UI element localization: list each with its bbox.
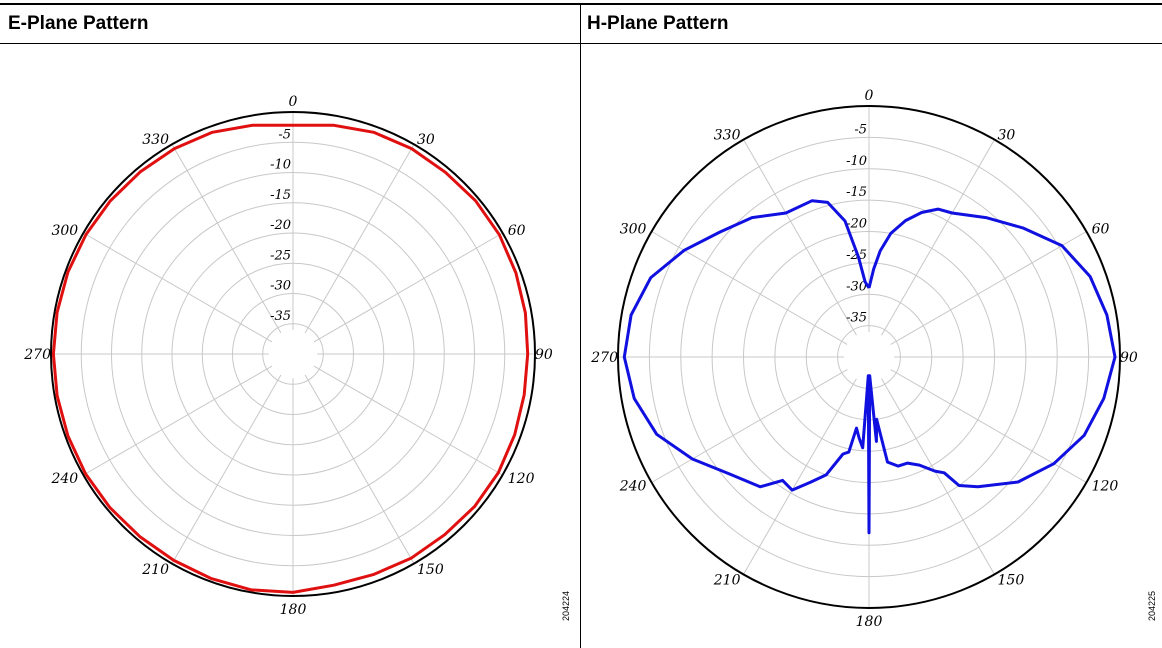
e-plane-grid-spoke <box>171 374 282 564</box>
h-plane-angle-label: 90 <box>1120 350 1138 366</box>
h-plane-angle-label: 60 <box>1092 222 1110 238</box>
e-plane-angle-label: 180 <box>280 602 307 618</box>
h-plane-pattern-trace <box>622 199 1117 535</box>
h-plane-angle-label: 210 <box>713 573 741 589</box>
h-plane-angle-label: 180 <box>856 614 883 630</box>
e-plane-polar-chart: -5 -10 -15 -20 -25 -30 -35 0 30 60 90 120 150 180 210 2… <box>23 94 553 618</box>
e-plane-radial-label: -15 <box>270 188 291 203</box>
e-plane-panel: -5 -10 -15 -20 -25 -30 -35 0 30 60 90 120 150 180 210 2… <box>0 44 580 648</box>
e-plane-radial-label: -35 <box>270 309 291 324</box>
e-plane-grid-spoke <box>83 365 273 476</box>
h-plane-grid-spoke <box>743 139 857 336</box>
e-plane-angle-label: 120 <box>508 471 535 487</box>
h-plane-angle-label: 30 <box>998 127 1016 143</box>
h-plane-angle-label: 330 <box>714 127 741 143</box>
h-plane-angle-label: 120 <box>1092 479 1119 495</box>
e-plane-grid-ring <box>262 323 324 385</box>
e-plane-pattern-trace <box>51 123 530 594</box>
e-plane-grid-spoke <box>313 232 503 343</box>
e-plane-angle-label: 270 <box>23 347 51 363</box>
h-plane-grid-spoke <box>651 231 848 345</box>
header-rule <box>0 43 1162 44</box>
e-plane-grid-spoke <box>304 374 415 564</box>
h-plane-grid-spoke <box>743 378 857 575</box>
top-rule <box>0 3 1162 5</box>
h-plane-grid-spoke <box>881 139 995 336</box>
e-plane-angle-label: 0 <box>289 94 298 110</box>
e-plane-angle-label: 90 <box>535 347 553 363</box>
e-plane-outer-ring <box>50 111 536 597</box>
e-plane-grid-spoke <box>171 144 282 334</box>
h-plane-radial-label: -15 <box>846 185 867 200</box>
e-plane-angle-label: 30 <box>417 132 435 148</box>
h-plane-grid-spoke <box>651 369 848 483</box>
e-plane-radial-label: -5 <box>278 127 291 142</box>
h-plane-angle-label: 0 <box>865 88 874 104</box>
e-plane-grid-spoke <box>83 232 273 343</box>
h-plane-angle-label: 150 <box>998 573 1025 589</box>
h-plane-angle-label: 300 <box>620 222 647 238</box>
h-plane-title: H-Plane Pattern <box>587 13 729 34</box>
e-plane-angle-label: 150 <box>417 562 444 578</box>
h-plane-grid-spoke <box>890 231 1087 345</box>
h-plane-outer-ring <box>617 105 1121 609</box>
e-plane-angle-label: 210 <box>141 562 169 578</box>
e-plane-radial-label: -30 <box>270 279 291 294</box>
e-plane-grid-spoke <box>313 365 503 476</box>
e-plane-angle-label: 240 <box>50 471 78 487</box>
e-plane-angle-label: 60 <box>508 223 526 239</box>
e-plane-radial-label: -25 <box>270 248 291 263</box>
e-plane-radial-label: -10 <box>270 158 291 173</box>
e-plane-angle-label: 330 <box>142 132 169 148</box>
e-plane-grid-spoke <box>304 144 415 334</box>
h-plane-radial-label: -20 <box>846 217 867 232</box>
h-plane-radial-label: -30 <box>846 279 867 294</box>
h-plane-panel: -5 -10 -15 -20 -25 -30 -35 0 30 60 90 120 150 180 210 2… <box>581 44 1162 648</box>
h-plane-radial-label: -10 <box>846 154 867 169</box>
e-plane-angle-label: 300 <box>51 223 78 239</box>
h-plane-angle-label: 270 <box>590 350 618 366</box>
e-plane-figure-id: 204224 <box>561 590 571 621</box>
h-plane-radial-label: -5 <box>854 122 867 137</box>
e-plane-title: E-Plane Pattern <box>8 13 149 34</box>
h-plane-radial-label: -35 <box>846 311 867 326</box>
h-plane-polar-chart: -5-10-15-20-25-30-3503060901201501802102… <box>590 88 1138 630</box>
e-plane-radial-label: -20 <box>270 218 291 233</box>
h-plane-angle-label: 240 <box>619 479 647 495</box>
h-plane-figure-id: 204225 <box>1147 590 1157 621</box>
h-plane-grid-spoke <box>881 378 995 575</box>
panel-divider <box>580 3 581 648</box>
